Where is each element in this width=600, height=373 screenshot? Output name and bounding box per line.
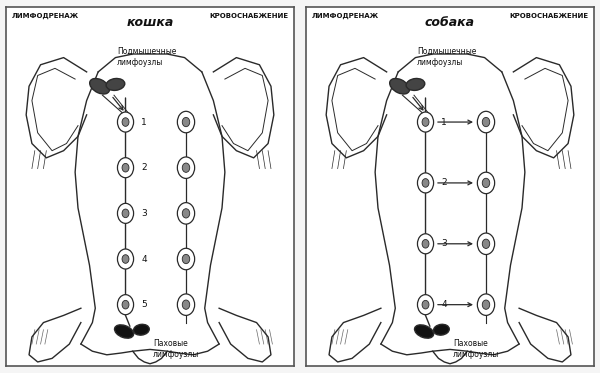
- Circle shape: [418, 112, 434, 132]
- Text: 5: 5: [142, 300, 147, 309]
- Circle shape: [122, 163, 129, 172]
- Ellipse shape: [133, 324, 149, 335]
- Circle shape: [422, 179, 429, 187]
- Text: 1: 1: [442, 117, 447, 126]
- Circle shape: [178, 294, 194, 316]
- Circle shape: [182, 300, 190, 309]
- Circle shape: [422, 118, 429, 126]
- Circle shape: [478, 233, 494, 254]
- Circle shape: [178, 157, 194, 178]
- Text: КРОВОСНАБЖЕНИЕ: КРОВОСНАБЖЕНИЕ: [509, 13, 588, 19]
- Circle shape: [422, 300, 429, 309]
- Circle shape: [118, 295, 134, 315]
- Circle shape: [182, 254, 190, 264]
- Circle shape: [122, 118, 129, 126]
- Circle shape: [418, 234, 434, 254]
- Circle shape: [122, 209, 129, 218]
- Circle shape: [118, 203, 134, 223]
- Circle shape: [122, 300, 129, 309]
- Ellipse shape: [433, 324, 449, 335]
- Ellipse shape: [415, 325, 434, 338]
- Circle shape: [182, 117, 190, 127]
- Text: КРОВОСНАБЖЕНИЕ: КРОВОСНАБЖЕНИЕ: [209, 13, 288, 19]
- Text: 1: 1: [142, 117, 147, 126]
- Text: Паховые
лимфоузлы: Паховые лимфоузлы: [153, 339, 199, 359]
- Ellipse shape: [389, 78, 410, 94]
- Circle shape: [418, 173, 434, 193]
- Text: Подмышечные
лимфоузлы: Подмышечные лимфоузлы: [117, 47, 176, 66]
- Circle shape: [178, 111, 194, 133]
- Text: ЛИМФОДРЕНАЖ: ЛИМФОДРЕНАЖ: [312, 13, 379, 19]
- Text: 4: 4: [442, 300, 447, 309]
- Text: 3: 3: [442, 239, 447, 248]
- Circle shape: [182, 163, 190, 172]
- Text: Подмышечные
лимфоузлы: Подмышечные лимфоузлы: [417, 47, 476, 66]
- Circle shape: [482, 178, 490, 188]
- Circle shape: [118, 158, 134, 178]
- Text: кошка: кошка: [127, 16, 173, 29]
- Text: 3: 3: [142, 209, 147, 218]
- Ellipse shape: [406, 78, 425, 90]
- Circle shape: [482, 239, 490, 248]
- Text: 2: 2: [142, 163, 147, 172]
- Ellipse shape: [106, 78, 125, 90]
- Circle shape: [482, 117, 490, 127]
- Text: 4: 4: [142, 254, 147, 263]
- Circle shape: [422, 239, 429, 248]
- Text: собака: собака: [425, 16, 475, 29]
- Circle shape: [482, 300, 490, 309]
- Text: ЛИМФОДРЕНАЖ: ЛИМФОДРЕНАЖ: [12, 13, 79, 19]
- Ellipse shape: [115, 325, 134, 338]
- Ellipse shape: [89, 78, 110, 94]
- Circle shape: [118, 112, 134, 132]
- Circle shape: [118, 249, 134, 269]
- Circle shape: [478, 294, 494, 316]
- Circle shape: [418, 295, 434, 315]
- Circle shape: [182, 209, 190, 218]
- Circle shape: [178, 248, 194, 270]
- Circle shape: [178, 203, 194, 224]
- Circle shape: [478, 172, 494, 194]
- Text: Паховые
лимфоузлы: Паховые лимфоузлы: [453, 339, 499, 359]
- Circle shape: [122, 255, 129, 263]
- Circle shape: [478, 111, 494, 133]
- Text: 2: 2: [442, 178, 447, 187]
